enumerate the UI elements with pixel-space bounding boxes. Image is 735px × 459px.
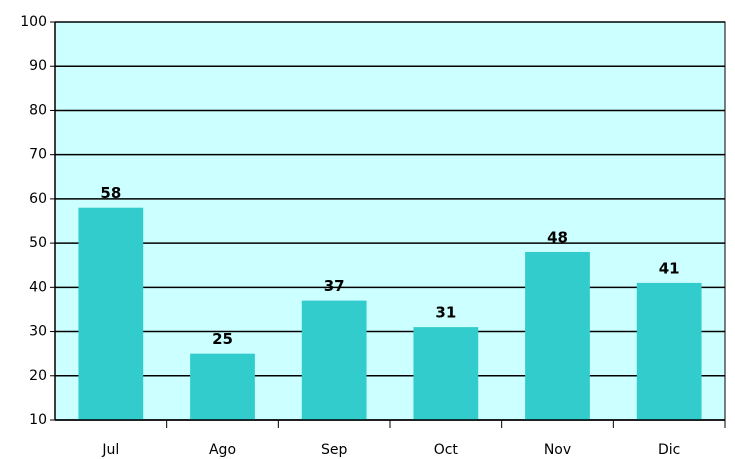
- value-label: 48: [547, 228, 568, 246]
- value-label: 58: [100, 184, 121, 202]
- x-tick-label: Jul: [101, 442, 119, 458]
- y-tick-label: 30: [29, 324, 47, 340]
- bar: [525, 251, 590, 420]
- y-tick-label: 90: [29, 58, 47, 74]
- x-tick-label: Oct: [434, 442, 459, 458]
- y-tick-label: 100: [20, 14, 47, 30]
- value-label: 41: [659, 259, 680, 277]
- bar: [190, 353, 255, 420]
- x-tick-label: Sep: [321, 442, 348, 458]
- value-label: 37: [324, 277, 345, 295]
- bar: [413, 327, 479, 420]
- y-tick-label: 60: [29, 191, 47, 207]
- y-tick-label: 10: [29, 412, 47, 428]
- y-tick-label: 70: [29, 147, 47, 163]
- y-tick-label: 50: [29, 235, 47, 251]
- value-label: 25: [212, 330, 233, 348]
- bar: [636, 282, 702, 420]
- bar: [78, 207, 144, 420]
- bar: [301, 300, 367, 420]
- value-label: 31: [435, 304, 456, 322]
- x-tick-label: Ago: [209, 442, 236, 458]
- plot-area: [54, 21, 726, 421]
- y-tick-label: 20: [29, 368, 47, 384]
- y-tick-label: 40: [29, 279, 47, 295]
- x-tick-label: Nov: [544, 442, 571, 458]
- y-tick-label: 80: [29, 102, 47, 118]
- x-tick-label: Dic: [658, 442, 680, 458]
